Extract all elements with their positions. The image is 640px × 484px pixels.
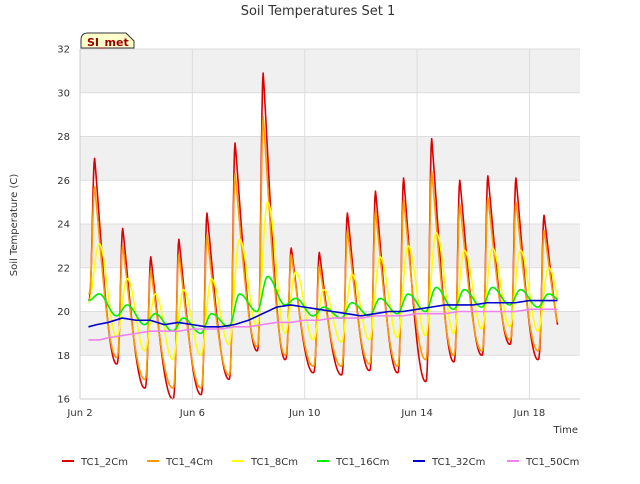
legend-label: TC1_2Cm [80, 457, 128, 468]
annotation-text: SI_met [87, 36, 129, 49]
series-line-tc1-50cm [88, 308, 558, 341]
legend: TC1_2Cm TC1_4Cm TC1_8Cm TC1_16Cm TC1_32Cm TC1… [62, 457, 579, 468]
series-line-tc1-16cm [88, 275, 559, 335]
x-tick-labels: Jun 2 Jun 6 Jun 10 Jun 14 Jun 18 [66, 408, 545, 419]
series-line-tc1-2cm [88, 72, 559, 400]
legend-item-tc1-50cm: TC1_50Cm [507, 457, 579, 468]
series-line-tc1-32cm [88, 299, 558, 328]
y-tick-labels: 16 18 20 22 24 26 28 30 32 [57, 45, 70, 406]
plot-band [80, 224, 580, 268]
annotation-box [80, 32, 135, 49]
axes [79, 49, 580, 400]
y-tick-label: 22 [57, 263, 70, 274]
si-met-annotation: SI_met [80, 32, 135, 49]
x-tick-label: Jun 10 [288, 408, 321, 419]
y-tick-label: 28 [57, 132, 70, 143]
plot-background-bands [80, 49, 580, 399]
plot-band [80, 136, 580, 181]
legend-label: TC1_4Cm [165, 457, 213, 468]
x-tick-label: Jun 14 [400, 408, 433, 419]
plot-band [80, 355, 580, 399]
y-tick-label: 16 [57, 395, 70, 406]
legend-item-tc1-8cm: TC1_8Cm [232, 457, 298, 468]
legend-item-tc1-16cm: TC1_16Cm [317, 457, 389, 468]
y-axis-label: Soil Temperature (C) [9, 174, 20, 277]
x-axis-label: Time [553, 425, 578, 436]
plot-band [80, 180, 580, 224]
y-tick-label: 20 [57, 307, 70, 318]
legend-label: TC1_32Cm [431, 457, 485, 468]
y-tick-label: 18 [57, 351, 70, 362]
y-tick-label: 30 [57, 88, 70, 99]
series-line-tc1-8cm [87, 201, 559, 361]
x-tick-label: Jun 2 [66, 408, 92, 419]
y-tick-label: 24 [57, 220, 70, 231]
legend-label: TC1_50Cm [525, 457, 579, 468]
legend-item-tc1-4cm: TC1_4Cm [147, 457, 213, 468]
legend-item-tc1-2cm: TC1_2Cm [62, 457, 128, 468]
x-tick-label: Jun 6 [179, 408, 205, 419]
x-tick-label: Jun 18 [513, 408, 546, 419]
chart-title: Soil Temperatures Set 1 [241, 4, 396, 19]
legend-item-tc1-32cm: TC1_32Cm [413, 457, 485, 468]
series-line-tc1-4cm [88, 116, 559, 389]
legend-label: TC1_8Cm [250, 457, 298, 468]
plot-band [80, 49, 580, 93]
y-tick-label: 26 [57, 176, 70, 187]
series-lines [87, 72, 559, 400]
y-tick-label: 32 [57, 45, 70, 56]
legend-label: TC1_16Cm [335, 457, 389, 468]
plot-band [80, 92, 580, 137]
